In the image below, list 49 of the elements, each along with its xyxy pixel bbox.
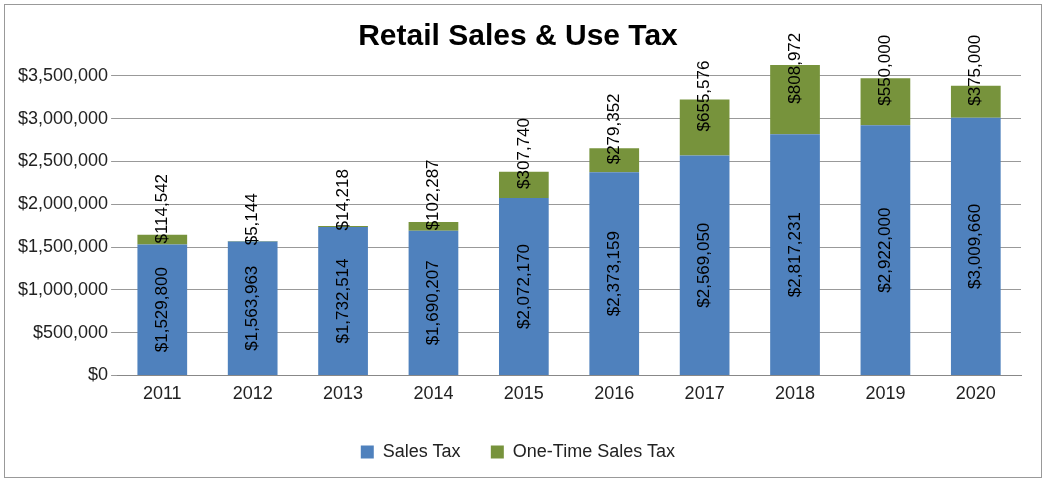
y-tick-label: $3,000,000: [17, 107, 109, 128]
x-tick-label: 2014: [413, 383, 454, 404]
data-label: $5,144: [242, 193, 262, 246]
data-label: $2,072,170: [513, 243, 533, 330]
data-label: $2,373,159: [603, 231, 623, 317]
data-label: $1,563,963: [242, 265, 262, 351]
data-label: $655,576: [694, 60, 714, 132]
bar: [408, 230, 459, 375]
x-tick-label: 2018: [775, 383, 816, 404]
bar: [770, 134, 820, 375]
y-tick-label: $1,000,000: [17, 278, 109, 299]
bar: [679, 155, 730, 375]
bar: [498, 198, 549, 375]
x-tick-label: 2016: [594, 383, 635, 404]
data-label: $2,922,000: [875, 207, 895, 293]
x-tick-label: 2013: [323, 383, 364, 404]
data-label: $1,732,514: [332, 258, 352, 344]
data-label: $550,000: [875, 34, 895, 106]
x-tick-label: 2019: [865, 383, 906, 404]
bar: [860, 125, 911, 375]
bar: [950, 117, 1001, 375]
data-label: $2,569,050: [694, 222, 714, 308]
data-label: $114,542: [151, 173, 171, 244]
y-tick-label: $2,500,000: [17, 150, 109, 171]
y-tick-label: $3,500,000: [17, 64, 109, 85]
data-label: $3,009,660: [965, 203, 985, 289]
data-label: $2,817,231: [784, 212, 804, 298]
data-label: $1,529,800: [151, 267, 171, 353]
legend-label: Sales Tax: [382, 440, 461, 461]
bar: [137, 244, 188, 375]
data-label: $279,352: [603, 93, 623, 165]
y-tick-label: $2,000,000: [17, 193, 109, 214]
data-label: $375,000: [965, 34, 985, 106]
data-label: $102,287: [423, 159, 443, 231]
data-label: $808,972: [784, 32, 804, 104]
y-tick-label: $0: [88, 364, 109, 385]
data-label: $14,218: [332, 169, 352, 231]
x-tick-label: 2011: [142, 383, 182, 404]
x-tick-label: 2017: [684, 383, 725, 404]
data-label: $1,690,207: [423, 260, 443, 346]
bar: [589, 172, 640, 375]
x-tick-label: 2012: [232, 383, 273, 404]
data-label: $307,740: [513, 117, 533, 189]
y-tick-label: $1,500,000: [17, 235, 109, 256]
x-tick-label: 2015: [503, 383, 544, 404]
chart-title: Retail Sales & Use Tax: [358, 18, 679, 52]
y-tick-label: $500,000: [33, 321, 109, 342]
x-tick-label: 2020: [955, 383, 996, 404]
legend-label: One-Time Sales Tax: [512, 440, 675, 461]
